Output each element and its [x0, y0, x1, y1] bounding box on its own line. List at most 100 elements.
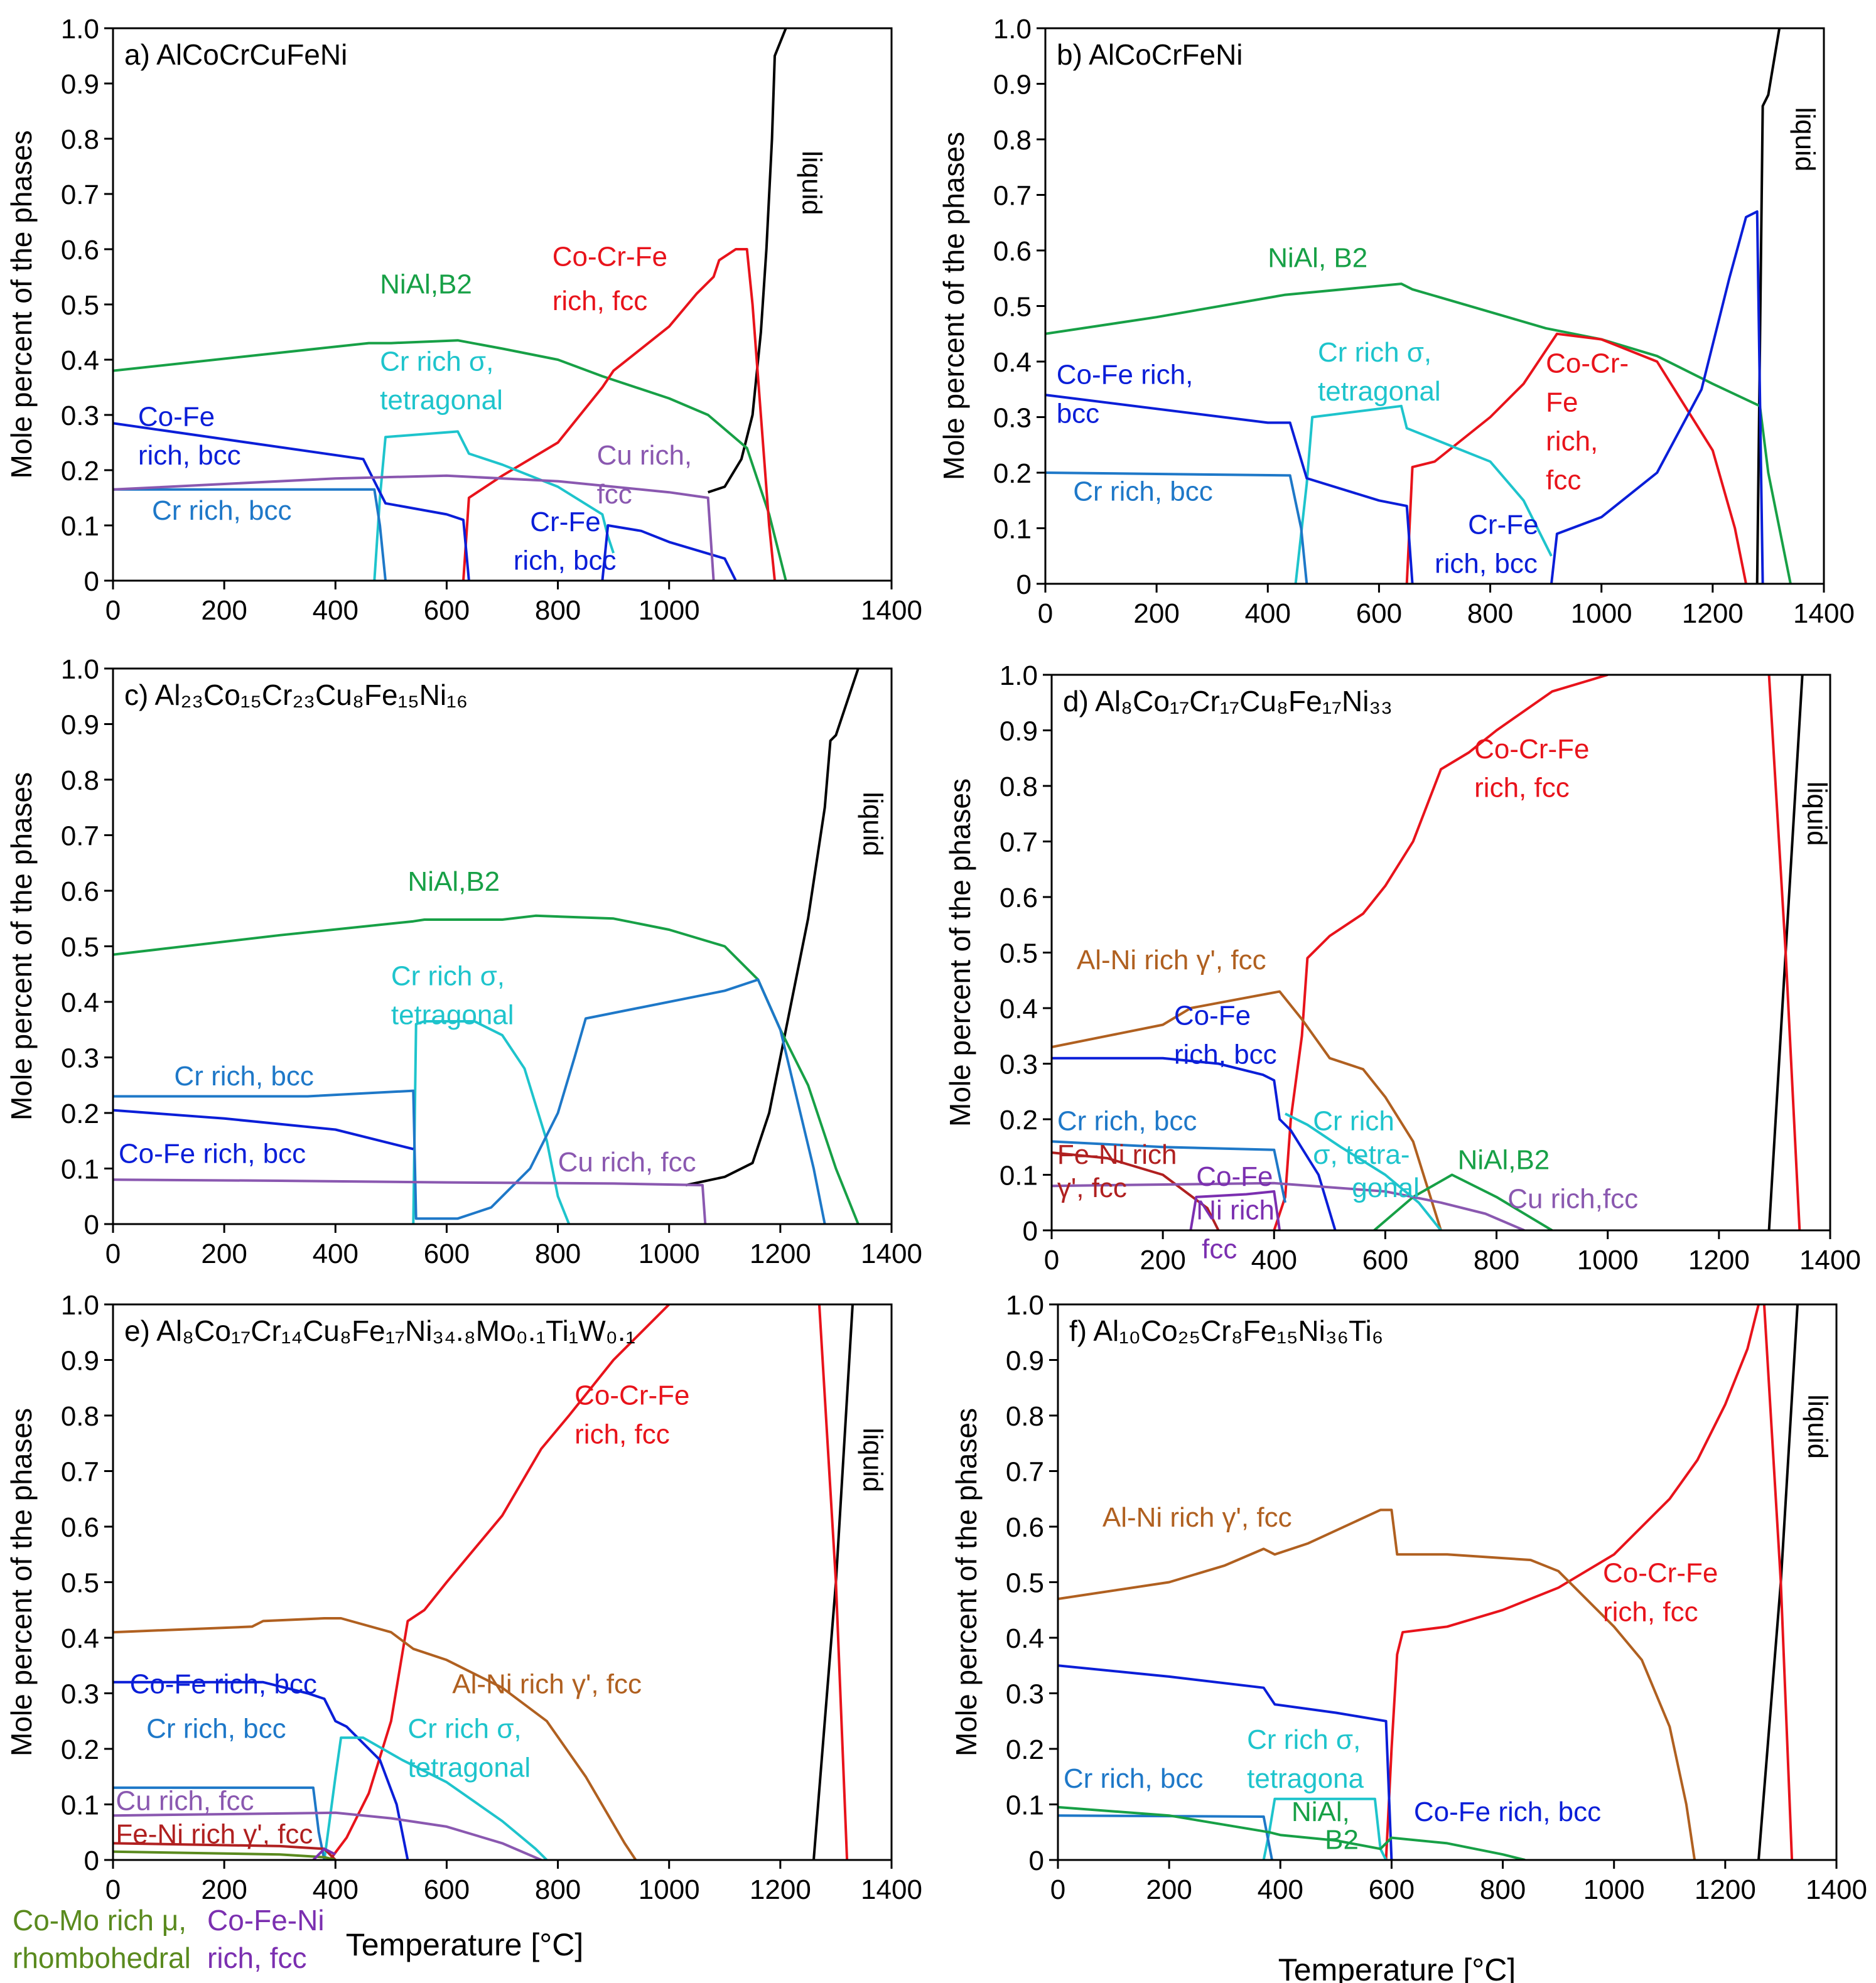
series-line-f-co-cr-fe-rich-fcc [1384, 1304, 1760, 1860]
phase-label-b-rich: rich, [1546, 426, 1598, 457]
series-line-e-co-cr-fe-rich-fcc-liquidus [817, 1304, 849, 1860]
phase-label-e-rich-fcc: rich, fcc [574, 1419, 670, 1449]
phase-label-c-cu-rich-fcc: Cu rich, fcc [558, 1147, 696, 1178]
panel-title-a: a) AlCoCrCuFeNi [124, 38, 347, 71]
series-line-d-co-cr-fe-rich-fcc-liquidus [1767, 675, 1801, 1230]
y-tick-label-c: 0.8 [61, 765, 99, 796]
x-tick-label-a: 200 [201, 595, 247, 626]
y-tick-label-d: 0.8 [1000, 771, 1038, 802]
y-tick-label-e: 0.8 [61, 1401, 99, 1432]
y-tick-label-c: 0.7 [61, 821, 99, 852]
series-line-f-al-ni-rich-fcc [1058, 1508, 1696, 1860]
phase-label-a-co-cr-fe: Co-Cr-Fe [553, 241, 667, 272]
phase-label-d-cu-rich-fcc: Cu rich,fcc [1507, 1184, 1638, 1215]
phase-label-c-tetragonal: tetragonal [391, 999, 514, 1030]
y-axis-label-c: Mole percent of the phases [5, 772, 38, 1120]
x-tick-label-e: 800 [535, 1874, 581, 1905]
phase-label-b-bcc: bcc [1057, 398, 1099, 429]
x-tick-label-f: 1400 [1806, 1874, 1867, 1905]
phase-label-a-cu-rich: Cu rich, [597, 440, 693, 471]
x-tick-label-f: 400 [1258, 1874, 1303, 1905]
footnote-co-mo: Co-Mo rich μ, rhombohedral [13, 1904, 191, 1974]
series-line-b-co-cr-fe-rich-fcc [1405, 332, 1747, 584]
x-axis-label-e: Temperature [°C] [346, 1927, 583, 1962]
x-tick-label-b: 1000 [1571, 598, 1632, 629]
series-line-a-nial-b2 [113, 339, 787, 581]
phase-label-a-cr-fe: Cr-Fe [530, 507, 600, 537]
series-line-b-co-fe-rich-bcc [1045, 394, 1414, 584]
phase-label-e-tetragonal: tetragonal [407, 1752, 531, 1783]
y-tick-label-a: 0.8 [61, 124, 99, 155]
y-tick-label-d: 0.7 [1000, 827, 1038, 858]
series-line-c-nial-b2 [113, 914, 860, 1224]
phase-label-e-co-cr-fe: Co-Cr-Fe [574, 1380, 689, 1411]
y-tick-label-b: 0.8 [993, 125, 1032, 156]
phase-label-d-ni-rich: Ni rich [1196, 1195, 1275, 1225]
phase-label-e-fe-ni-rich-fcc: Fe-Ni rich γ', fcc [116, 1819, 313, 1849]
chart-panel-e: 0 0.1 0.2 0.3 0.4 0.5 0.6 0.7 0.8 0.9 1.0 0 200 400 60… [5, 1290, 922, 1905]
y-tick-label-f: 0.4 [1006, 1623, 1044, 1654]
phase-label-c-cr-rich: Cr rich σ, [391, 960, 505, 991]
x-tick-label-b: 400 [1245, 598, 1291, 629]
series-line-e-co-fe-rich-bcc [113, 1680, 409, 1860]
y-tick-label-f: 0.3 [1006, 1679, 1044, 1710]
phase-label-a-cr-rich-bcc: Cr rich, bcc [152, 495, 291, 526]
y-tick-label-b: 0.1 [993, 514, 1032, 545]
phase-label-d-fcc: γ', fcc [1057, 1173, 1127, 1203]
phase-label-f-co-cr-fe: Co-Cr-Fe [1603, 1558, 1718, 1589]
footnote-co-fe-ni-line2: rich, fcc [207, 1942, 306, 1974]
y-tick-label-e: 0.6 [61, 1512, 99, 1543]
y-tick-label-e: 0.1 [61, 1790, 99, 1821]
series-line-d-cr-rich-tetragonal [1285, 1112, 1442, 1230]
series-line-e-cu-rich-fcc [113, 1811, 542, 1860]
phase-label-e-cr-rich-bcc: Cr rich, bcc [146, 1713, 286, 1744]
y-tick-label-d: 0.1 [1000, 1161, 1038, 1191]
phase-label-f-cr-rich: Cr rich σ, [1247, 1724, 1361, 1755]
x-tick-label-a: 0 [105, 595, 121, 626]
y-tick-label-e: 0.7 [61, 1457, 99, 1488]
x-tick-label-e: 1400 [861, 1874, 922, 1905]
series-line-b-cr-rich-tetragonal [1294, 404, 1553, 584]
y-tick-label-f: 0.5 [1006, 1568, 1044, 1599]
series-line-d-nial-b2 [1373, 1173, 1553, 1230]
y-tick-label-b: 0.6 [993, 236, 1032, 267]
series-line-a-cr-rich-bcc [113, 488, 387, 581]
series-line-f-cr-rich-bcc [1058, 1814, 1273, 1860]
x-tick-label-a: 800 [535, 595, 581, 626]
y-axis-label-a: Mole percent of the phases [5, 131, 38, 479]
series-line-b-cr-rich-bcc [1045, 471, 1308, 584]
y-tick-label-f: 0.9 [1006, 1346, 1044, 1377]
phase-label-d-nial-b2: NiAl,B2 [1458, 1145, 1550, 1176]
series-line-e-cr-rich-bcc [113, 1786, 326, 1860]
phase-label-c-liquid: liquid [858, 792, 888, 856]
chart-panel-d: 0 0.1 0.2 0.3 0.4 0.5 0.6 0.7 0.8 0.9 1.0 0 200 400 60… [944, 660, 1861, 1276]
chart-panel-c: 0 0.1 0.2 0.3 0.4 0.5 0.6 0.7 0.8 0.9 1.0 0 200 400 60… [5, 654, 922, 1269]
phase-label-b-rich-bcc: rich, bcc [1435, 548, 1538, 579]
phase-label-a-tetragonal: tetragonal [380, 385, 503, 416]
phase-label-a-rich-bcc: rich, bcc [514, 545, 617, 576]
y-tick-label-c: 0 [84, 1210, 99, 1240]
y-tick-label-f: 0 [1029, 1846, 1044, 1876]
y-tick-label-b: 0.4 [993, 347, 1032, 378]
x-tick-label-b: 1400 [1793, 598, 1855, 629]
phase-label-d-rich-bcc: rich, bcc [1174, 1040, 1277, 1070]
y-tick-label-e: 0.4 [61, 1623, 99, 1654]
series-line-f-co-cr-fe-rich-fcc-liquidus [1762, 1304, 1794, 1860]
y-tick-label-c: 0.3 [61, 1043, 99, 1074]
y-tick-label-b: 0.3 [993, 403, 1032, 434]
footnote-co-mo-line1: Co-Mo rich μ, [13, 1904, 186, 1937]
y-tick-label-b: 0.9 [993, 70, 1032, 100]
phase-label-b-cr-rich-bcc: Cr rich, bcc [1073, 476, 1212, 507]
y-tick-label-d: 0.2 [1000, 1105, 1038, 1136]
phase-label-b-tetragonal: tetragonal [1318, 376, 1441, 407]
series-line-c-co-fe-rich-bcc [113, 1109, 414, 1151]
phase-label-c-co-fe-rich-bcc: Co-Fe rich, bcc [119, 1139, 306, 1169]
series-line-a-cr-fe-rich-bcc [601, 524, 737, 581]
x-tick-label-e: 400 [313, 1874, 358, 1905]
series-line-c-cu-rich-fcc [113, 1178, 707, 1224]
x-tick-label-c: 400 [313, 1239, 358, 1269]
x-tick-label-d: 1000 [1577, 1245, 1639, 1276]
y-tick-label-a: 0.6 [61, 235, 99, 266]
chart-panel-a: 0 0.1 0.2 0.3 0.4 0.5 0.6 0.7 0.8 0.9 1.0 0 200 400 60… [5, 14, 922, 626]
series-line-d-co-fe-ni-rich-fcc [1189, 1190, 1281, 1230]
